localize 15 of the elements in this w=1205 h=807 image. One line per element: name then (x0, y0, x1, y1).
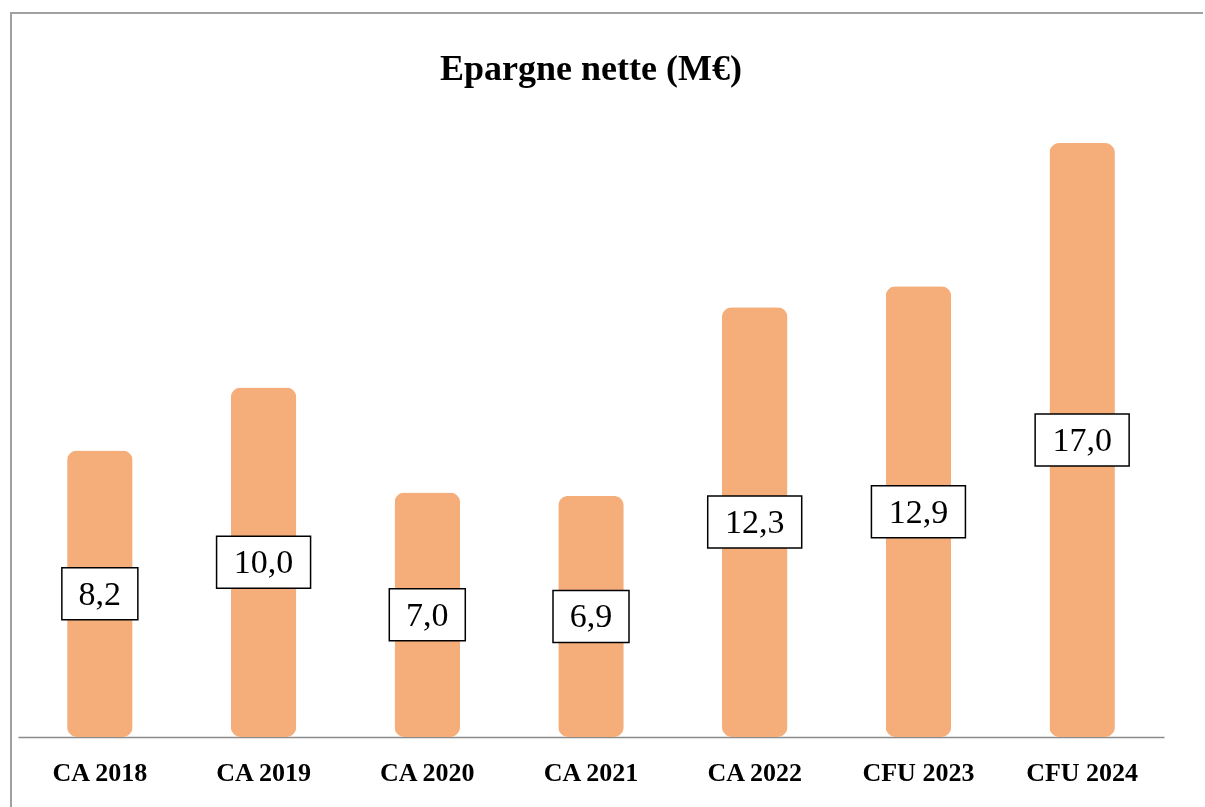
x-tick-label: CFU 2024 (1026, 757, 1139, 787)
x-tick-label: CFU 2023 (862, 757, 975, 787)
x-tick-label: CA 2019 (216, 757, 311, 787)
data-label: 7,0 (406, 595, 449, 633)
chart-title: Epargne nette (M€) (440, 48, 742, 88)
data-label: 6,9 (569, 597, 613, 635)
x-tick-label: CA 2020 (379, 757, 475, 787)
x-tick-label: CA 2022 (707, 757, 803, 787)
data-label: 12,9 (888, 492, 949, 530)
data-label: 8,2 (78, 574, 122, 612)
x-tick-label: CA 2018 (52, 757, 148, 787)
x-tick-label: CA 2021 (543, 757, 639, 787)
data-label: 17,0 (1052, 421, 1112, 458)
data-label: 12,3 (724, 503, 785, 541)
data-label: 10,0 (233, 543, 294, 581)
